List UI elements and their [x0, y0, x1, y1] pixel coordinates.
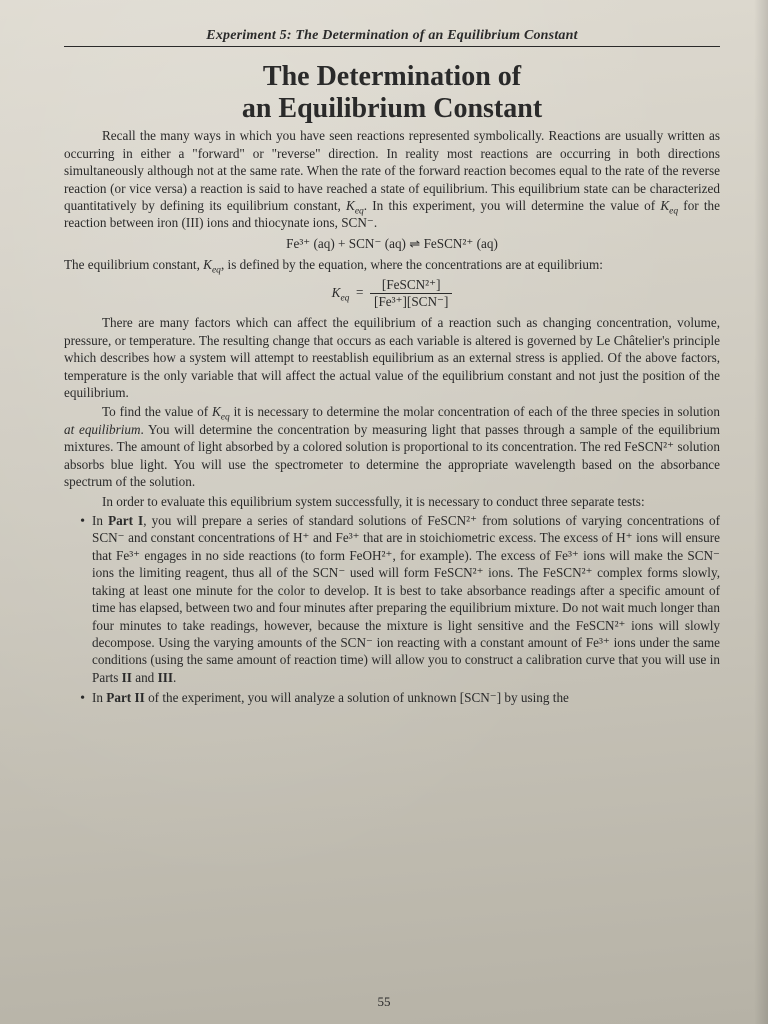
text: . You will determine the concentration b…	[64, 422, 720, 489]
text: , is defined by the equation, where the …	[221, 257, 603, 272]
keq-lhs: Keq	[332, 285, 350, 300]
paragraph-4: To find the value of Keq it is necessary…	[64, 403, 720, 490]
keq-symbol: Keq	[346, 198, 364, 213]
keq-definition: Keq = [FeSCN²⁺] [Fe³⁺][SCN⁻]	[64, 277, 720, 310]
text: , you will prepare a series of standard …	[92, 513, 720, 685]
paragraph-5: In order to evaluate this equilibrium sy…	[64, 493, 720, 510]
keq-symbol: Keq	[203, 257, 221, 272]
title-line-1: The Determination of	[263, 61, 521, 92]
text: eq	[340, 294, 349, 304]
page-number: 55	[0, 994, 768, 1010]
text: In	[92, 513, 108, 528]
part-label: Part I	[108, 513, 143, 528]
page-title: The Determination of an Equilibrium Cons…	[64, 61, 720, 125]
fraction: [FeSCN²⁺] [Fe³⁺][SCN⁻]	[370, 277, 452, 310]
part-label: II	[122, 670, 132, 685]
page-shadow	[754, 0, 768, 1024]
text: To find the value of	[102, 404, 212, 419]
text: it is necessary to determine the molar c…	[230, 404, 720, 419]
paragraph-1: Recall the many ways in which you have s…	[64, 127, 720, 232]
denominator: [Fe³⁺][SCN⁻]	[370, 294, 452, 310]
paragraph-2: The equilibrium constant, Keq, is define…	[64, 256, 720, 273]
document-page: Experiment 5: The Determination of an Eq…	[0, 0, 768, 1024]
emphasis: at equilibrium	[64, 422, 141, 437]
title-line-2: an Equilibrium Constant	[64, 93, 720, 125]
reaction-equation: Fe³⁺ (aq) + SCN⁻ (aq) ⇌ FeSCN²⁺ (aq)	[64, 236, 720, 252]
keq-symbol: Keq	[660, 198, 678, 213]
list-item: In Part I, you will prepare a series of …	[92, 512, 720, 686]
text: . In this experiment, you will determine…	[364, 198, 661, 213]
keq-symbol: Keq	[212, 404, 230, 419]
part-label: Part II	[106, 690, 144, 705]
text: and	[132, 670, 158, 685]
text: .	[173, 670, 176, 685]
part-label: III	[158, 670, 173, 685]
text: The equilibrium constant,	[64, 257, 203, 272]
bullet-list: In Part I, you will prepare a series of …	[64, 512, 720, 707]
text: of the experiment, you will analyze a so…	[145, 690, 569, 705]
list-item: In Part II of the experiment, you will a…	[92, 689, 720, 706]
running-header: Experiment 5: The Determination of an Eq…	[64, 28, 720, 47]
numerator: [FeSCN²⁺]	[370, 277, 452, 294]
paragraph-3: There are many factors which can affect …	[64, 314, 720, 401]
text: In	[92, 690, 106, 705]
